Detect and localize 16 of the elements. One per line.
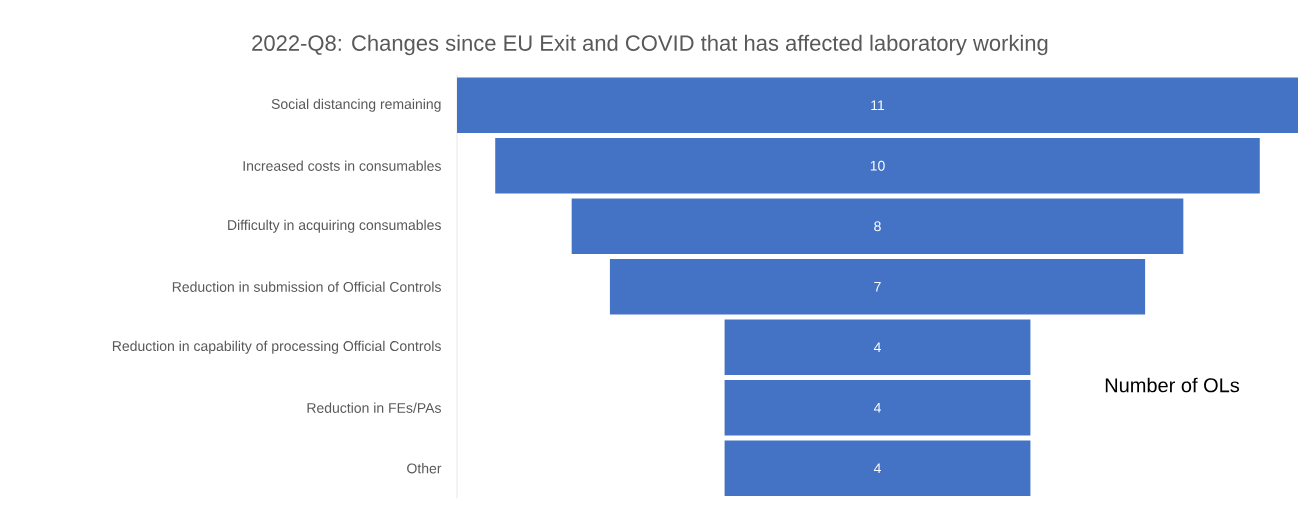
data-label: 4 <box>873 402 881 413</box>
data-label: 7 <box>874 281 881 292</box>
category-label: Reduction in submission of Official Controls <box>172 281 441 292</box>
category-label: Other <box>407 463 442 474</box>
data-label: 10 <box>870 160 885 171</box>
data-label: 8 <box>874 221 881 232</box>
category-label: Social distancing remaining <box>271 98 441 112</box>
data-label: 4 <box>873 342 881 353</box>
text: Number of OLs <box>1105 377 1240 393</box>
data-label: 4 <box>873 463 881 474</box>
category-label: Increased costs in consumables <box>243 160 441 171</box>
category-label: Reduction in FEs/PAs <box>307 402 441 413</box>
category-label: Difficulty in acquiring consumables <box>228 219 441 233</box>
category-label: Reduction in capability of processing Official Controls <box>112 340 441 354</box>
text: 2022-Q8: Changes since EU Exit and COVID that has affected laboratory working <box>252 34 1048 56</box>
data-label: 11 <box>871 100 885 111</box>
